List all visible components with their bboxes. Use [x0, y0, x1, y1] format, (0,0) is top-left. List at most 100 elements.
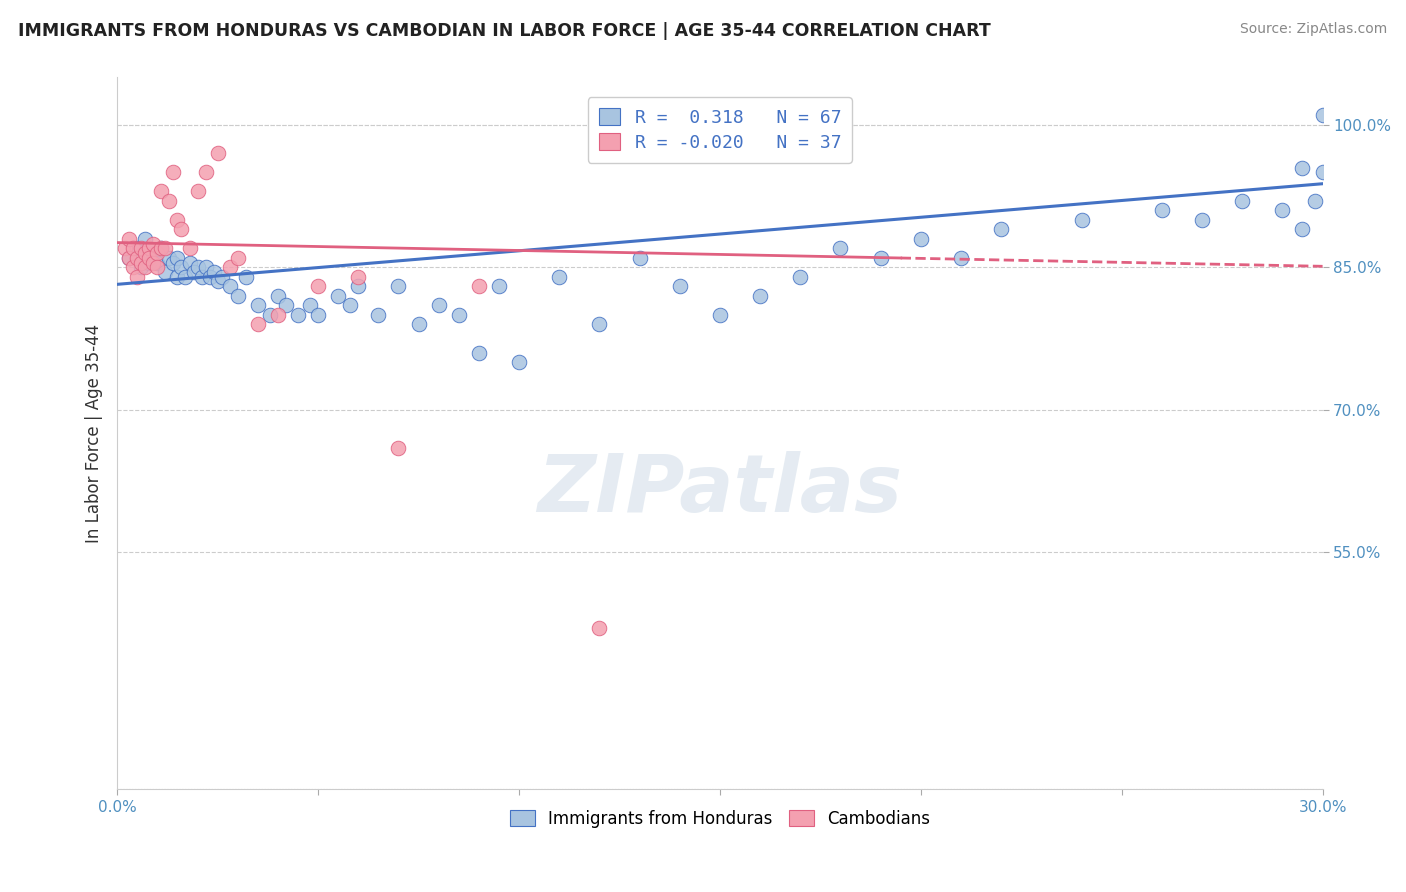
Point	[157, 251, 180, 265]
Point	[155, 241, 177, 255]
Point	[749, 289, 772, 303]
Point	[259, 308, 281, 322]
Point	[118, 251, 141, 265]
Y-axis label: In Labor Force | Age 35-44: In Labor Force | Age 35-44	[86, 324, 103, 543]
Point	[150, 241, 173, 255]
Point	[122, 260, 145, 275]
Point	[347, 279, 370, 293]
Point	[408, 317, 430, 331]
Point	[1271, 203, 1294, 218]
Point	[166, 269, 188, 284]
Point	[138, 255, 160, 269]
Point	[468, 279, 491, 293]
Point	[129, 241, 152, 255]
Point	[1150, 203, 1173, 218]
Point	[166, 251, 188, 265]
Point	[114, 241, 136, 255]
Point	[548, 269, 571, 284]
Point	[1191, 212, 1213, 227]
Point	[387, 441, 409, 455]
Point	[170, 222, 193, 236]
Point	[129, 260, 152, 275]
Point	[118, 251, 141, 265]
Point	[190, 269, 212, 284]
Point	[1312, 165, 1334, 179]
Point	[387, 279, 409, 293]
Point	[508, 355, 530, 369]
Point	[328, 289, 350, 303]
Point	[179, 255, 201, 269]
Point	[174, 269, 197, 284]
Point	[166, 212, 188, 227]
Point	[1291, 161, 1313, 175]
Point	[150, 184, 173, 198]
Point	[170, 260, 193, 275]
Point	[274, 298, 297, 312]
Point	[709, 308, 731, 322]
Point	[138, 251, 160, 265]
Point	[194, 165, 217, 179]
Point	[1303, 194, 1326, 208]
Point	[127, 251, 149, 265]
Point	[150, 241, 173, 255]
Point	[162, 165, 184, 179]
Point	[226, 289, 249, 303]
Point	[246, 317, 269, 331]
Point	[155, 265, 177, 279]
Text: ZIPatlas: ZIPatlas	[537, 451, 903, 529]
Point	[447, 308, 470, 322]
Point	[869, 251, 891, 265]
Point	[588, 317, 610, 331]
Point	[267, 289, 290, 303]
Point	[157, 194, 180, 208]
Point	[427, 298, 450, 312]
Point	[668, 279, 690, 293]
Point	[134, 232, 156, 246]
Point	[142, 236, 165, 251]
Point	[142, 255, 165, 269]
Text: Source: ZipAtlas.com: Source: ZipAtlas.com	[1240, 22, 1388, 37]
Point	[183, 265, 205, 279]
Point	[207, 146, 229, 161]
Point	[1070, 212, 1092, 227]
Point	[202, 265, 225, 279]
Point	[226, 251, 249, 265]
Point	[267, 308, 290, 322]
Point	[628, 251, 651, 265]
Point	[194, 260, 217, 275]
Point	[129, 255, 152, 269]
Point	[1312, 108, 1334, 122]
Point	[299, 298, 322, 312]
Point	[1232, 194, 1254, 208]
Point	[162, 255, 184, 269]
Point	[246, 298, 269, 312]
Point	[990, 222, 1012, 236]
Point	[127, 269, 149, 284]
Point	[187, 184, 209, 198]
Point	[588, 621, 610, 635]
Point	[122, 241, 145, 255]
Text: IMMIGRANTS FROM HONDURAS VS CAMBODIAN IN LABOR FORCE | AGE 35-44 CORRELATION CHA: IMMIGRANTS FROM HONDURAS VS CAMBODIAN IN…	[18, 22, 991, 40]
Point	[179, 241, 201, 255]
Point	[146, 255, 169, 269]
Point	[211, 269, 233, 284]
Point	[307, 279, 329, 293]
Point	[235, 269, 257, 284]
Point	[198, 269, 221, 284]
Point	[949, 251, 972, 265]
Point	[1291, 222, 1313, 236]
Point	[146, 246, 169, 260]
Point	[910, 232, 932, 246]
Point	[339, 298, 361, 312]
Point	[134, 246, 156, 260]
Point	[138, 241, 160, 255]
Point	[218, 260, 240, 275]
Point	[146, 260, 169, 275]
Point	[218, 279, 240, 293]
Point	[307, 308, 329, 322]
Point	[830, 241, 852, 255]
Point	[127, 241, 149, 255]
Point	[468, 345, 491, 359]
Point	[187, 260, 209, 275]
Point	[367, 308, 389, 322]
